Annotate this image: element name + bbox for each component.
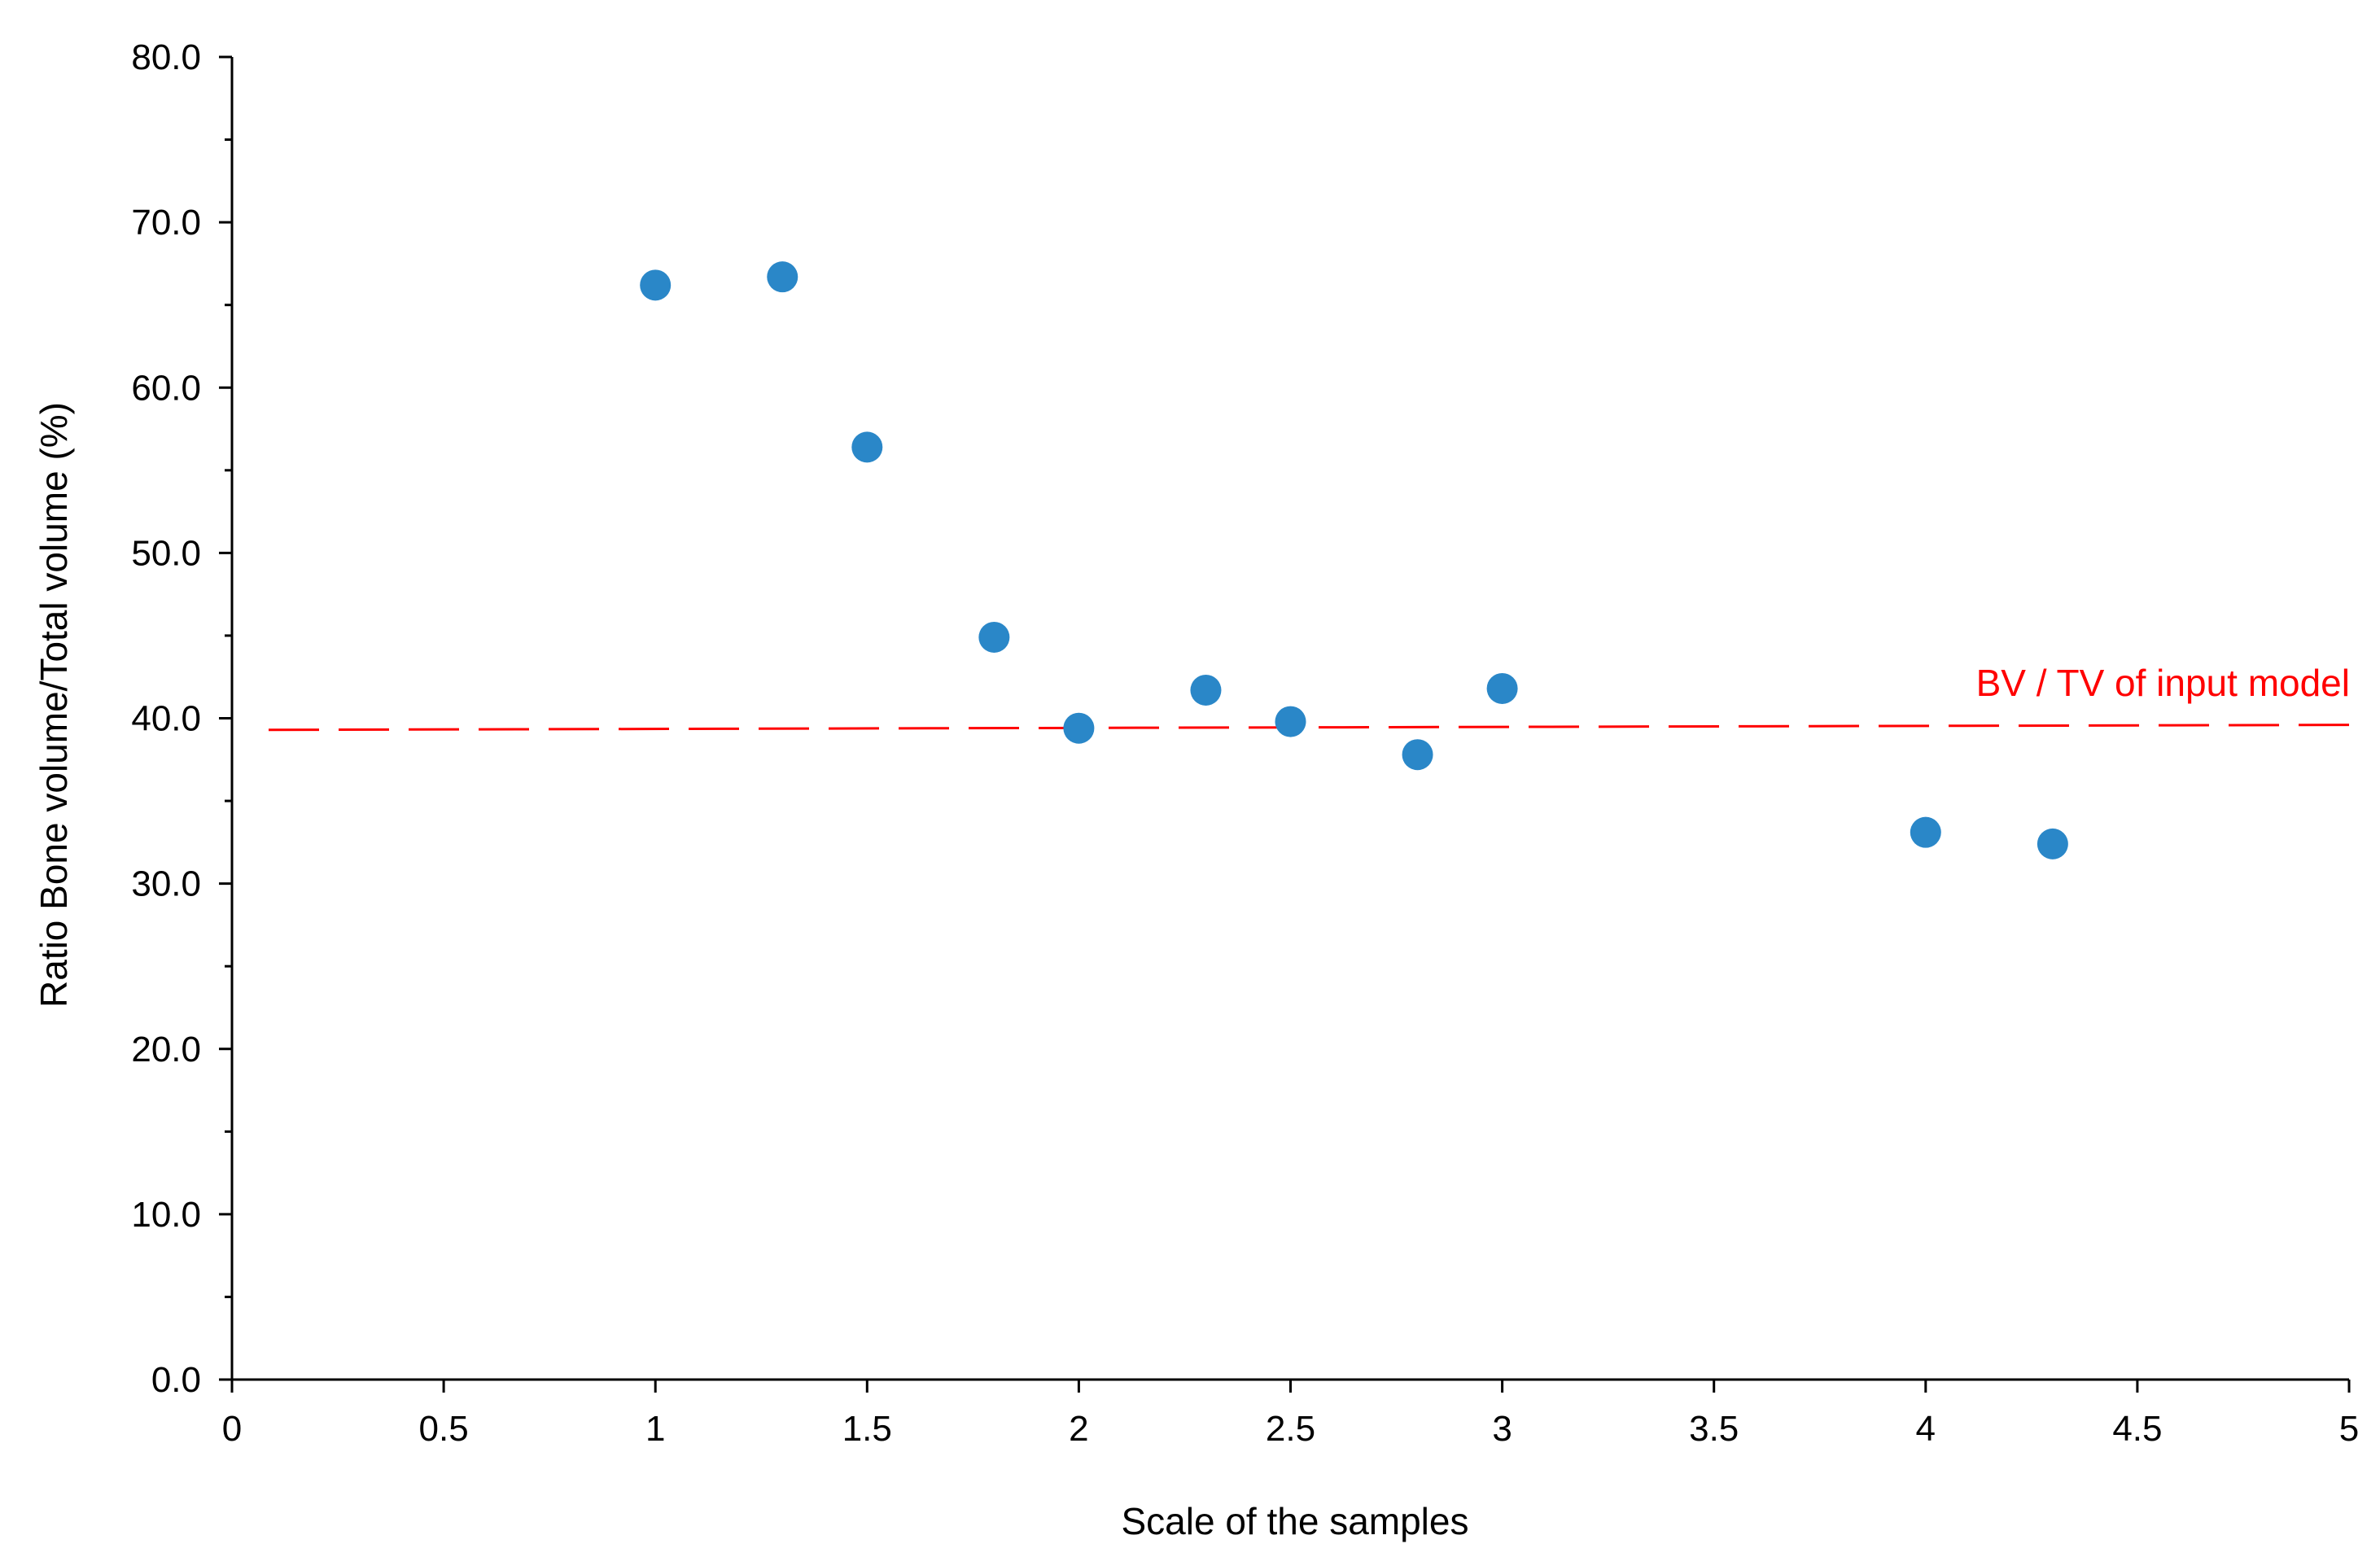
x-tick-label: 3.5 (1689, 1409, 1739, 1449)
data-point (1275, 706, 1306, 737)
y-tick-label: 80.0 (131, 37, 201, 77)
x-tick-label: 1.5 (842, 1409, 892, 1449)
data-point (1063, 712, 1095, 744)
x-axis-title: Scale of the samples (1121, 1500, 1468, 1542)
y-tick-label: 70.0 (131, 203, 201, 243)
x-tick-label: 5 (2339, 1409, 2359, 1449)
data-point (1910, 816, 1941, 848)
axes-layer: 0.0 10.0 20.0 30.0 40.0 50.0 60.0 70.0 80.0 0 0.5 1… (131, 37, 2359, 1449)
data-point (2037, 828, 2068, 859)
x-tick-label: 2 (1069, 1409, 1088, 1449)
data-point (767, 261, 798, 293)
data-points-layer (640, 261, 2068, 859)
x-tick-label: 1 (645, 1409, 665, 1449)
data-point (1190, 674, 1222, 706)
x-tick-label: 0.5 (419, 1409, 469, 1449)
y-tick-label: 10.0 (131, 1195, 201, 1235)
x-tick-label: 4.5 (2112, 1409, 2162, 1449)
data-point (851, 431, 883, 463)
data-point (1402, 739, 1433, 771)
y-tick-label: 20.0 (131, 1030, 201, 1069)
y-tick-label: 30.0 (131, 864, 201, 904)
reference-line-layer (268, 724, 2350, 732)
y-tick-label: 60.0 (131, 368, 201, 408)
x-tick-label: 0 (222, 1409, 242, 1449)
y-tick-label: 40.0 (131, 699, 201, 739)
reference-line (268, 724, 2350, 732)
x-tick-label: 3 (1492, 1409, 1512, 1449)
y-axis-title: Ratio Bone volume/Total volume (%) (33, 402, 75, 1008)
y-tick-label: 50.0 (131, 533, 201, 573)
x-tick-label: 2.5 (1266, 1409, 1315, 1449)
reference-line-label: BV / TV of input model (1976, 662, 2350, 704)
x-tick-label: 4 (1916, 1409, 1936, 1449)
data-point (640, 269, 672, 301)
data-point (1486, 672, 1518, 704)
data-point (978, 621, 1010, 653)
y-tick-label: 0.0 (151, 1360, 201, 1400)
